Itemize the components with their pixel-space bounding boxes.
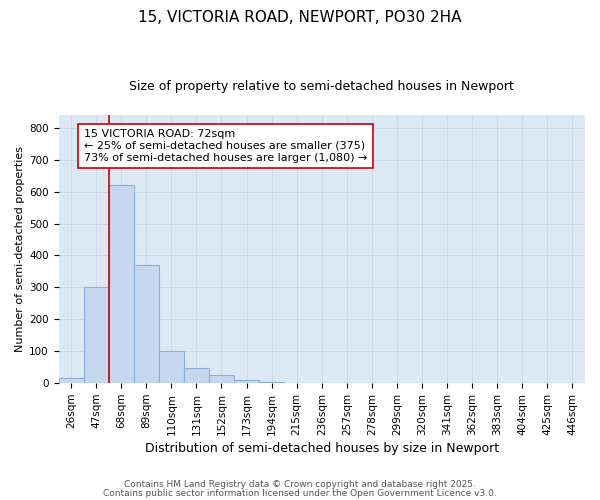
- Bar: [159, 352, 184, 383]
- Bar: [184, 368, 209, 383]
- Bar: [234, 380, 259, 383]
- Y-axis label: Number of semi-detached properties: Number of semi-detached properties: [15, 146, 25, 352]
- Text: 15, VICTORIA ROAD, NEWPORT, PO30 2HA: 15, VICTORIA ROAD, NEWPORT, PO30 2HA: [138, 10, 462, 25]
- Bar: [209, 375, 234, 383]
- Bar: [134, 265, 159, 383]
- Bar: [59, 378, 83, 383]
- Title: Size of property relative to semi-detached houses in Newport: Size of property relative to semi-detach…: [130, 80, 514, 93]
- Text: Contains HM Land Registry data © Crown copyright and database right 2025.: Contains HM Land Registry data © Crown c…: [124, 480, 476, 489]
- Text: Contains public sector information licensed under the Open Government Licence v3: Contains public sector information licen…: [103, 489, 497, 498]
- Bar: [109, 185, 134, 383]
- X-axis label: Distribution of semi-detached houses by size in Newport: Distribution of semi-detached houses by …: [145, 442, 499, 455]
- Bar: [83, 287, 109, 383]
- Text: 15 VICTORIA ROAD: 72sqm
← 25% of semi-detached houses are smaller (375)
73% of s: 15 VICTORIA ROAD: 72sqm ← 25% of semi-de…: [83, 130, 367, 162]
- Bar: [259, 382, 284, 383]
